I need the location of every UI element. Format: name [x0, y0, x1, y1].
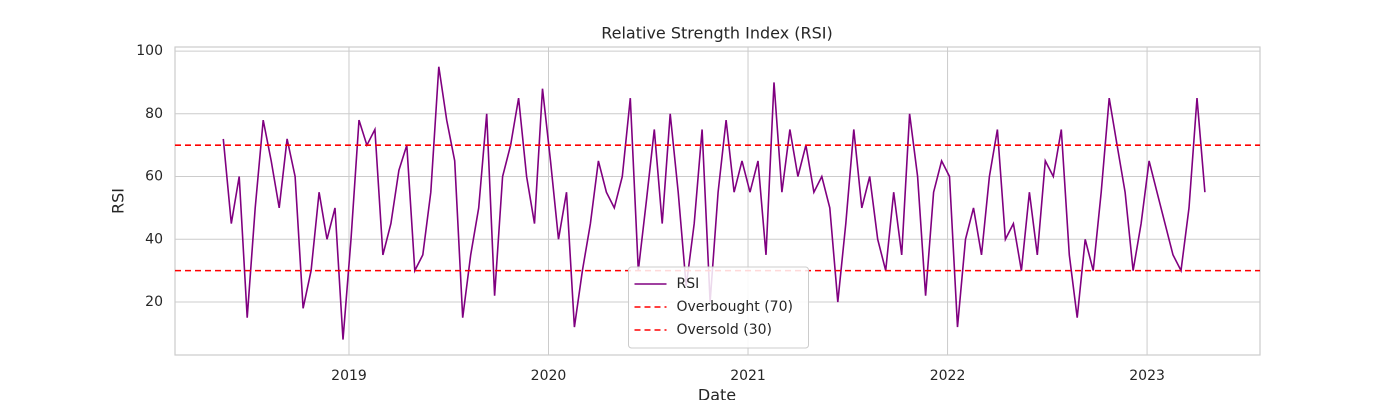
y-axis-label: RSI: [109, 188, 128, 214]
plot-frame: [174, 46, 1261, 356]
y-tick-label: 20: [145, 294, 163, 310]
y-tick-label: 40: [145, 231, 163, 247]
legend-label: Overbought (70): [677, 299, 793, 315]
legend-box: [628, 266, 809, 349]
x-tick-label: 2023: [1129, 368, 1165, 384]
chart-title: Relative Strength Index (RSI): [601, 24, 833, 43]
legend-label: RSI: [677, 276, 700, 292]
legend-label: Oversold (30): [677, 322, 773, 338]
y-tick-label: 80: [145, 106, 163, 122]
x-tick-label: 2020: [531, 368, 567, 384]
x-axis-label: Date: [698, 386, 736, 400]
x-tick-label: 2019: [331, 368, 367, 384]
x-tick-label: 2022: [930, 368, 966, 384]
y-tick-label: 60: [145, 169, 163, 185]
y-tick-label: 100: [136, 43, 163, 59]
rsi-line: [222, 66, 1206, 340]
legend: RSI Overbought (70) Oversold (30): [628, 266, 809, 349]
x-tick-label: 2021: [730, 368, 766, 384]
